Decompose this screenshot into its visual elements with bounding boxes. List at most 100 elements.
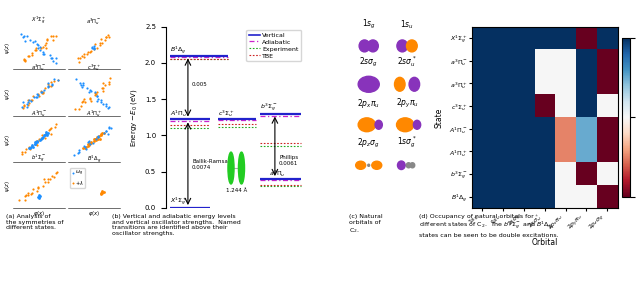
Text: (d) Occupancy of natural orbitals for
different states of $\mathrm{C}_2$.  The $: (d) Occupancy of natural orbitals for di… xyxy=(419,214,559,238)
Point xyxy=(38,89,48,94)
Text: $A^1\Pi_u$: $A^1\Pi_u$ xyxy=(170,109,188,119)
Point xyxy=(22,33,32,38)
Point xyxy=(33,43,44,48)
Point xyxy=(83,140,93,145)
Point xyxy=(91,138,101,142)
Legend: $\omega_g$, $+\lambda$: $\omega_g$, $+\lambda$ xyxy=(70,168,84,189)
Point xyxy=(46,83,56,88)
Title: $B^1\Delta_g$: $B^1\Delta_g$ xyxy=(87,154,101,165)
Point xyxy=(72,56,83,60)
Point xyxy=(32,143,42,148)
Point xyxy=(77,85,87,90)
Point xyxy=(92,94,102,98)
Text: $2p_x\pi_u$: $2p_x\pi_u$ xyxy=(357,97,380,110)
Point xyxy=(22,105,32,109)
Point xyxy=(20,198,30,202)
Point xyxy=(23,98,33,102)
Point xyxy=(24,37,35,42)
Legend: Vertical, Adiabatic, Experiment, TBE: Vertical, Adiabatic, Experiment, TBE xyxy=(246,30,301,61)
Point xyxy=(20,194,30,199)
Point xyxy=(100,38,110,43)
Point xyxy=(92,99,102,103)
Point xyxy=(81,147,91,152)
Point xyxy=(34,93,44,98)
Point xyxy=(96,37,106,42)
Ellipse shape xyxy=(372,161,381,169)
Point xyxy=(36,136,46,141)
Point xyxy=(103,106,113,111)
Point xyxy=(49,79,60,83)
Point xyxy=(43,177,53,182)
Text: $2p_z\sigma_g$: $2p_z\sigma_g$ xyxy=(357,137,380,150)
Point xyxy=(37,184,47,188)
Point xyxy=(40,136,51,141)
Point xyxy=(90,91,100,96)
Point xyxy=(28,94,38,98)
Point xyxy=(79,97,89,101)
Point xyxy=(77,53,87,58)
Point xyxy=(106,76,116,81)
Point xyxy=(95,99,106,104)
Point xyxy=(31,42,42,47)
Ellipse shape xyxy=(359,40,370,52)
Point xyxy=(24,53,35,58)
Point xyxy=(97,190,108,195)
Point xyxy=(83,86,93,91)
Point xyxy=(45,177,55,181)
Ellipse shape xyxy=(397,118,414,132)
Point xyxy=(74,59,84,64)
Point xyxy=(41,130,51,135)
Point xyxy=(44,84,54,89)
Point xyxy=(93,137,104,141)
Point xyxy=(19,100,29,105)
Point xyxy=(35,137,45,142)
Point xyxy=(40,177,50,181)
Point xyxy=(18,105,28,110)
Point xyxy=(86,140,96,145)
Point xyxy=(47,82,58,87)
Point xyxy=(26,98,36,103)
Point xyxy=(20,147,31,152)
Point xyxy=(80,144,90,149)
Ellipse shape xyxy=(409,77,420,91)
Point xyxy=(84,138,95,143)
Point xyxy=(95,132,106,136)
Point xyxy=(95,41,105,45)
Point xyxy=(38,90,48,95)
Ellipse shape xyxy=(358,118,376,132)
Point xyxy=(19,58,29,63)
Point xyxy=(79,143,90,148)
Text: (c) Natural
orbitals of
$\mathrm{C}_2$.: (c) Natural orbitals of $\mathrm{C}_2$. xyxy=(349,214,383,235)
Point xyxy=(79,51,89,56)
Y-axis label: $\psi(z)$: $\psi(z)$ xyxy=(3,181,12,192)
Point xyxy=(17,105,27,110)
Point xyxy=(42,37,52,42)
Point xyxy=(39,133,49,138)
Point xyxy=(22,100,33,105)
Point xyxy=(36,46,46,50)
Point xyxy=(41,131,51,136)
Point xyxy=(35,44,45,49)
Point xyxy=(38,52,49,57)
Point xyxy=(95,136,105,141)
Point xyxy=(44,84,54,89)
Point xyxy=(100,82,111,87)
Point xyxy=(32,140,42,145)
Point xyxy=(31,45,41,50)
Point xyxy=(80,145,90,150)
Ellipse shape xyxy=(413,120,420,129)
Point xyxy=(31,48,41,53)
Point xyxy=(101,104,111,109)
Point xyxy=(46,56,56,60)
Point xyxy=(33,46,43,51)
Point xyxy=(28,143,38,148)
Point xyxy=(31,139,41,144)
Point xyxy=(23,103,33,108)
Point xyxy=(86,140,97,144)
Text: $2s\sigma_g$: $2s\sigma_g$ xyxy=(359,56,378,69)
Point xyxy=(29,141,40,146)
Point xyxy=(85,97,95,101)
Point xyxy=(96,98,106,103)
Point xyxy=(19,149,29,154)
Text: 1.244 Å: 1.244 Å xyxy=(226,188,247,193)
